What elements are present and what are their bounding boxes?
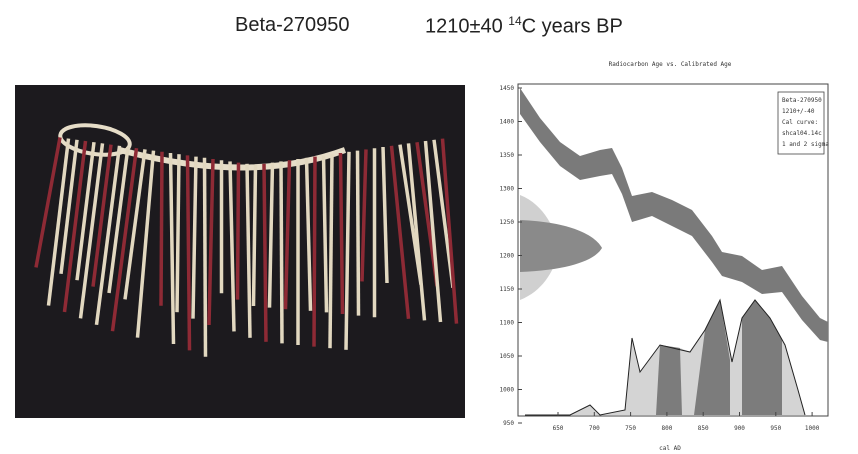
y-tick-label: 950 xyxy=(503,420,514,427)
x-tick-label: 650 xyxy=(553,425,564,432)
x-axis-label: cal AD xyxy=(659,445,681,452)
strand xyxy=(341,153,343,314)
strand xyxy=(177,154,179,312)
y-tick-label: 1000 xyxy=(500,387,515,394)
legend-line: shcal04.14c xyxy=(782,130,822,137)
figure: Radiocarbon Age vs. Calibrated Age Beta-… xyxy=(0,0,858,454)
x-tick-label: 750 xyxy=(625,425,636,432)
legend-line: 1210+/-40 xyxy=(782,108,815,115)
strand xyxy=(161,152,162,306)
x-tick-label: 950 xyxy=(770,425,781,432)
x-tick-label: 850 xyxy=(698,425,709,432)
strand xyxy=(330,154,332,348)
y-tick-label: 1350 xyxy=(500,152,515,159)
legend-line: Beta-270950 xyxy=(782,97,822,104)
strand xyxy=(188,155,190,350)
strand xyxy=(238,163,239,300)
strand xyxy=(281,161,282,343)
strand xyxy=(205,158,206,357)
y-tick-label: 1400 xyxy=(500,119,515,126)
artifact-photo xyxy=(15,85,465,418)
legend-line: 1 and 2 sigma xyxy=(782,141,829,148)
y-tick-label: 1050 xyxy=(500,353,515,360)
slide: Beta-270950 1210±40 14C years BP Radioca… xyxy=(0,0,858,454)
plot-title: Radiocarbon Age vs. Calibrated Age xyxy=(609,61,732,68)
strand xyxy=(254,165,256,306)
y-tick-label: 1200 xyxy=(500,253,515,260)
x-tick-label: 800 xyxy=(661,425,672,432)
strand xyxy=(358,151,359,316)
y-tick-label: 1450 xyxy=(500,85,515,92)
y-tick-label: 1250 xyxy=(500,219,515,226)
x-tick-label: 1000 xyxy=(805,425,820,432)
calibration-plot: Radiocarbon Age vs. Calibrated Age Beta-… xyxy=(500,61,830,452)
y-tick-label: 1150 xyxy=(500,286,515,293)
y-tick-label: 1300 xyxy=(500,186,515,193)
strand xyxy=(314,157,315,347)
y-tick-label: 1100 xyxy=(500,320,515,327)
x-tick-label: 900 xyxy=(734,425,745,432)
legend-line: Cal curve: xyxy=(782,119,818,126)
strand xyxy=(264,164,266,342)
x-tick-label: 700 xyxy=(589,425,600,432)
